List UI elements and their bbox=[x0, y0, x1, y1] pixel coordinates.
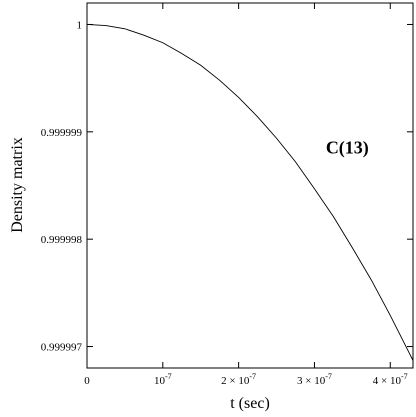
x-tick-label: 0 bbox=[84, 375, 90, 387]
curve-annotation: C(13) bbox=[326, 137, 369, 158]
x-axis-ticks: 0 10-7 2 × 10-7 3 × 10-7 4 × 10-7 bbox=[84, 3, 408, 387]
x-tick-label: 10-7 bbox=[154, 372, 172, 387]
x-tick-label: 4 × 10-7 bbox=[373, 372, 408, 387]
y-tick-label: 1 bbox=[77, 19, 83, 31]
plot-frame bbox=[86, 2, 414, 369]
density-curve bbox=[86, 24, 414, 361]
y-tick-label: 0.999998 bbox=[41, 234, 83, 246]
y-axis-label: Density matrix bbox=[9, 137, 26, 233]
x-tick-label: 3 × 10-7 bbox=[297, 372, 332, 387]
x-tick-label: 2 × 10-7 bbox=[221, 372, 256, 387]
y-tick-label: 0.999997 bbox=[41, 342, 83, 354]
y-tick-label: 0.999999 bbox=[41, 127, 83, 139]
y-axis-ticks: 1 0.999999 0.999998 0.999997 bbox=[41, 19, 413, 354]
x-axis-label: t (sec) bbox=[230, 395, 270, 412]
